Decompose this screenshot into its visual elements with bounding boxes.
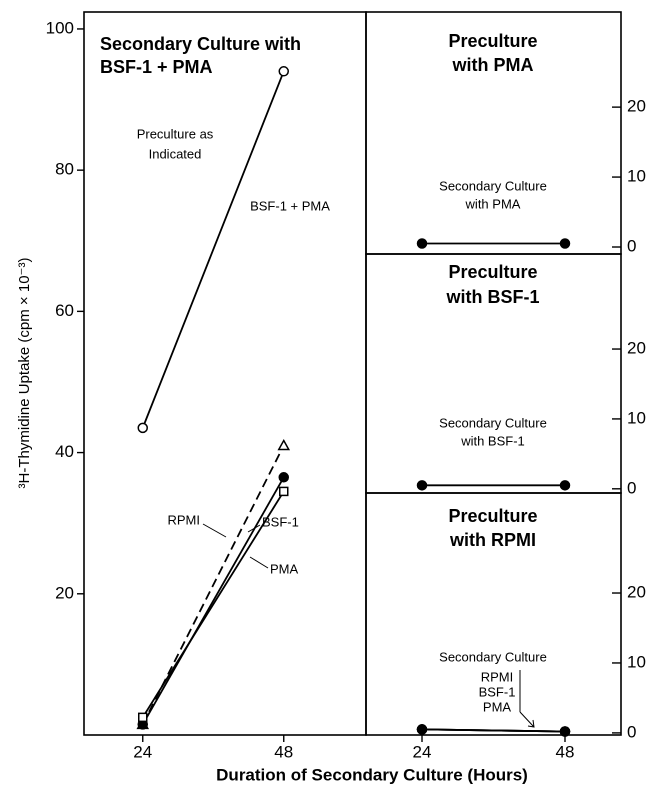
annotation: Secondary Culture bbox=[439, 649, 547, 664]
series-label: RPMI bbox=[168, 512, 201, 527]
series-label: PMA bbox=[270, 561, 299, 576]
series-label: BSF-1 bbox=[262, 514, 299, 529]
marker bbox=[559, 726, 571, 737]
x-tick-label: 48 bbox=[556, 742, 575, 761]
y-tick-label: 40 bbox=[55, 442, 74, 461]
annotation: Secondary Culture bbox=[439, 415, 547, 430]
y-tick-label: 20 bbox=[627, 583, 646, 602]
series-line bbox=[421, 728, 566, 733]
panel-title: Preculture bbox=[448, 31, 537, 51]
marker bbox=[559, 238, 571, 249]
marker bbox=[137, 422, 148, 434]
series-label: RPMI bbox=[481, 669, 514, 684]
marker bbox=[278, 472, 289, 483]
marker bbox=[416, 480, 428, 491]
series-label: PMA bbox=[483, 699, 512, 714]
annotation: with PMA bbox=[465, 196, 521, 211]
panel-title: with BSF-1 bbox=[446, 287, 540, 307]
marker bbox=[559, 480, 571, 491]
x-tick-label: 24 bbox=[133, 742, 152, 761]
marker bbox=[416, 238, 428, 249]
y-tick-label: 0 bbox=[627, 236, 636, 255]
y-tick-label: 20 bbox=[627, 339, 646, 358]
series-line bbox=[141, 476, 285, 725]
series-line bbox=[141, 490, 285, 718]
panel-title: Secondary Culture with bbox=[100, 34, 301, 54]
panel-title: Preculture bbox=[448, 506, 537, 526]
y-tick-label: 60 bbox=[55, 301, 74, 320]
y-tick-label: 10 bbox=[627, 167, 646, 186]
annotation: Secondary Culture bbox=[439, 178, 547, 193]
y-tick-label: 10 bbox=[627, 408, 646, 427]
leader-line bbox=[247, 524, 261, 533]
leader-line bbox=[202, 523, 227, 538]
y-tick-label: 20 bbox=[627, 97, 646, 116]
arrow bbox=[519, 711, 535, 728]
leader-line bbox=[249, 556, 269, 569]
marker bbox=[416, 724, 428, 735]
panel-title: with RPMI bbox=[449, 530, 536, 550]
panel-frame bbox=[365, 492, 622, 736]
marker bbox=[278, 66, 289, 77]
panel-title: with PMA bbox=[452, 55, 534, 75]
series-label: BSF-1 bbox=[479, 684, 516, 699]
y-tick-label: 0 bbox=[627, 478, 636, 497]
series-label: BSF-1 + PMA bbox=[250, 198, 330, 213]
series-line bbox=[141, 445, 285, 725]
y-tick-label: 80 bbox=[55, 160, 74, 179]
y-tick-label: 10 bbox=[627, 652, 646, 671]
annotation: with BSF-1 bbox=[460, 433, 525, 448]
annotation: Indicated bbox=[149, 146, 202, 161]
marker bbox=[277, 438, 291, 451]
y-tick-label: 20 bbox=[55, 583, 74, 602]
y-axis-label: ³H-Thymidine Uptake (cpm × 10⁻³) bbox=[16, 258, 33, 489]
x-tick-label: 24 bbox=[413, 742, 432, 761]
marker bbox=[279, 486, 289, 497]
y-tick-label: 100 bbox=[46, 18, 74, 37]
annotation: Preculture as bbox=[137, 126, 214, 141]
panel-frame bbox=[83, 11, 367, 736]
panel-title: BSF-1 + PMA bbox=[100, 57, 213, 77]
x-axis-label: Duration of Secondary Culture (Hours) bbox=[216, 765, 528, 784]
marker bbox=[138, 712, 148, 723]
y-tick-label: 0 bbox=[627, 722, 636, 741]
panel-title: Preculture bbox=[448, 262, 537, 282]
series-line bbox=[141, 70, 285, 429]
x-tick-label: 48 bbox=[274, 742, 293, 761]
